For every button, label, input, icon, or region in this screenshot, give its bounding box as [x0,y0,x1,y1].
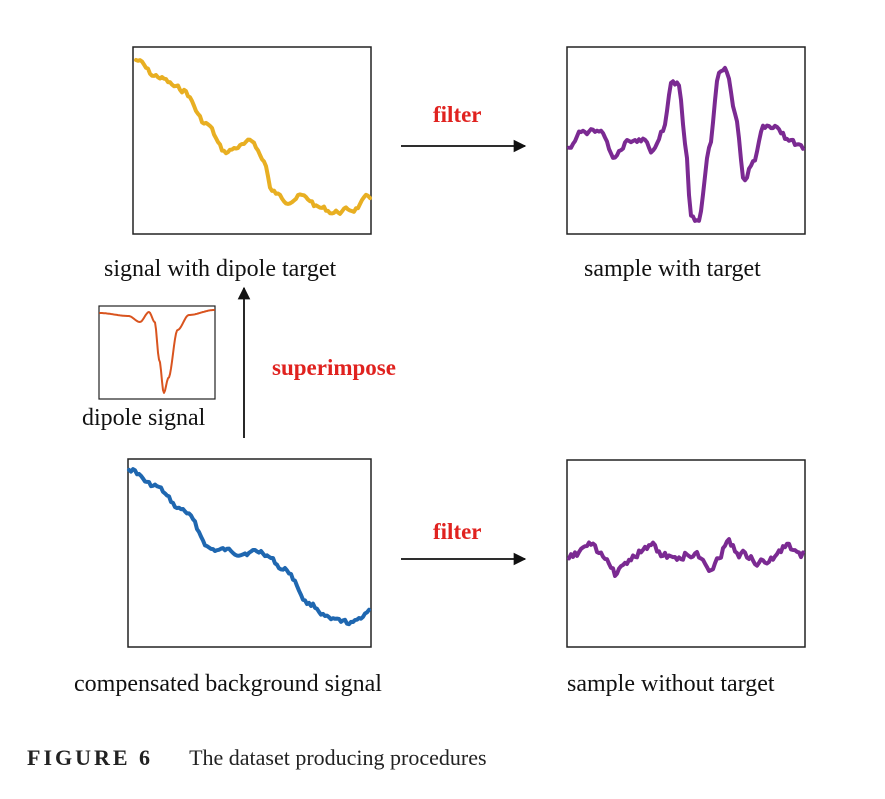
label-sample-without-target: sample without target [567,671,775,697]
action-superimpose: superimpose [272,355,396,380]
figure-caption: FIGURE 6 The dataset producing procedures [27,745,487,771]
signal-with-dipole-curve [134,58,372,216]
sample-without-target-curve [567,537,805,578]
figure-caption-text: The dataset producing procedures [189,745,487,770]
action-filter-bottom: filter [433,519,482,544]
panel-compensated-background [127,458,372,648]
figure-number: FIGURE 6 [27,745,154,770]
panel-dipole-signal [98,305,216,400]
label-compensated-background: compensated background signal [74,671,382,697]
panel-sample-without-target [566,459,806,648]
panel-sample-with-target [566,46,806,235]
action-filter-top: filter [433,102,482,127]
label-signal-with-dipole: signal with dipole target [104,256,337,282]
label-sample-with-target: sample with target [584,256,761,282]
label-dipole-signal: dipole signal [82,405,206,431]
compensated-background-curve [127,467,371,627]
panel-signal-with-dipole [132,46,372,235]
dipole-signal-curve [99,309,215,394]
sample-with-target-curve [567,65,805,223]
